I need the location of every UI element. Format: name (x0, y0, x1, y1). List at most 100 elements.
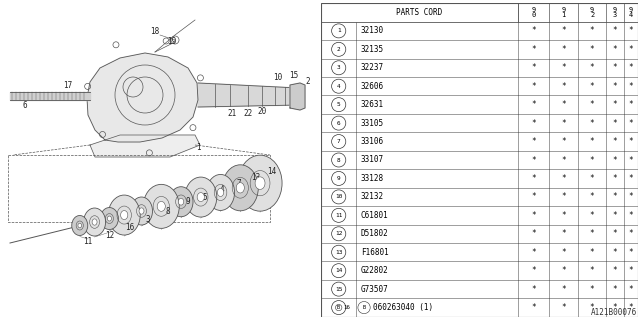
Text: *: * (590, 174, 595, 183)
Ellipse shape (207, 174, 234, 211)
Text: *: * (612, 100, 618, 109)
Text: 2: 2 (337, 47, 340, 52)
Ellipse shape (157, 201, 165, 211)
Text: *: * (561, 303, 566, 312)
Text: *: * (628, 45, 633, 54)
Text: 14: 14 (268, 167, 276, 177)
Text: *: * (561, 229, 566, 238)
Text: *: * (531, 211, 536, 220)
Ellipse shape (255, 177, 265, 189)
Text: F16801: F16801 (361, 248, 388, 257)
Text: 9: 9 (186, 197, 190, 206)
Polygon shape (90, 135, 200, 157)
Text: *: * (612, 174, 618, 183)
Text: 19: 19 (168, 37, 177, 46)
Text: C61801: C61801 (361, 211, 388, 220)
Ellipse shape (236, 183, 244, 193)
Text: *: * (531, 26, 536, 36)
Text: *: * (531, 192, 536, 201)
Text: 9
1: 9 1 (561, 7, 566, 18)
Text: *: * (531, 82, 536, 91)
Ellipse shape (131, 197, 152, 225)
Text: *: * (590, 26, 595, 36)
Ellipse shape (197, 193, 204, 202)
Text: *: * (590, 45, 595, 54)
Text: 9
4: 9 4 (629, 7, 633, 18)
Text: *: * (628, 192, 633, 201)
Text: *: * (590, 303, 595, 312)
Text: *: * (561, 211, 566, 220)
Text: 21: 21 (227, 108, 237, 117)
Text: *: * (628, 284, 633, 294)
Ellipse shape (179, 198, 184, 205)
Text: 3: 3 (146, 215, 150, 225)
Text: *: * (561, 100, 566, 109)
Text: *: * (628, 266, 633, 275)
Text: 7: 7 (337, 139, 340, 144)
Ellipse shape (139, 208, 144, 214)
Text: *: * (561, 45, 566, 54)
Ellipse shape (84, 208, 106, 236)
Text: *: * (590, 137, 595, 146)
Text: 33105: 33105 (361, 119, 384, 128)
Text: *: * (531, 303, 536, 312)
Text: 33128: 33128 (361, 174, 384, 183)
Text: *: * (531, 137, 536, 146)
Text: 11: 11 (335, 213, 342, 218)
Text: 9: 9 (337, 176, 340, 181)
Text: 10: 10 (273, 74, 283, 83)
Text: 14: 14 (335, 268, 342, 273)
Text: *: * (531, 174, 536, 183)
Text: 4: 4 (220, 185, 224, 194)
Text: *: * (628, 137, 633, 146)
Text: 1: 1 (196, 143, 200, 153)
Text: 33106: 33106 (361, 137, 384, 146)
Text: *: * (612, 137, 618, 146)
Text: *: * (531, 119, 536, 128)
Text: 20: 20 (257, 108, 267, 116)
Text: *: * (561, 192, 566, 201)
Text: *: * (612, 229, 618, 238)
Text: *: * (531, 45, 536, 54)
Text: *: * (612, 192, 618, 201)
Text: *: * (590, 248, 595, 257)
Text: 15: 15 (289, 70, 299, 79)
Text: 5: 5 (203, 194, 207, 203)
Text: G22802: G22802 (361, 266, 388, 275)
Text: *: * (531, 266, 536, 275)
Text: *: * (612, 45, 618, 54)
Text: *: * (531, 284, 536, 294)
Ellipse shape (120, 211, 128, 220)
Text: *: * (612, 63, 618, 72)
Text: *: * (531, 156, 536, 164)
Text: A121B00076: A121B00076 (591, 308, 637, 317)
Text: *: * (561, 156, 566, 164)
Text: 22: 22 (243, 108, 253, 117)
Ellipse shape (72, 215, 88, 236)
Ellipse shape (92, 219, 97, 225)
Text: 33107: 33107 (361, 156, 384, 164)
Text: 6: 6 (337, 121, 340, 126)
Text: 8: 8 (166, 207, 170, 217)
Text: *: * (628, 63, 633, 72)
Text: *: * (590, 82, 595, 91)
Text: *: * (628, 248, 633, 257)
Text: *: * (590, 156, 595, 164)
Text: 3: 3 (337, 65, 340, 70)
Text: *: * (590, 266, 595, 275)
Ellipse shape (218, 188, 224, 196)
Text: *: * (612, 266, 618, 275)
Text: *: * (612, 156, 618, 164)
Text: *: * (628, 26, 633, 36)
Text: *: * (590, 63, 595, 72)
Text: *: * (590, 284, 595, 294)
Text: 15: 15 (335, 287, 342, 292)
Polygon shape (290, 83, 305, 110)
Text: 12: 12 (106, 230, 115, 239)
Text: 2: 2 (306, 77, 310, 86)
Text: 32631: 32631 (361, 100, 384, 109)
Text: *: * (561, 174, 566, 183)
Text: *: * (590, 119, 595, 128)
Text: 32606: 32606 (361, 82, 384, 91)
Text: 18: 18 (150, 28, 159, 36)
